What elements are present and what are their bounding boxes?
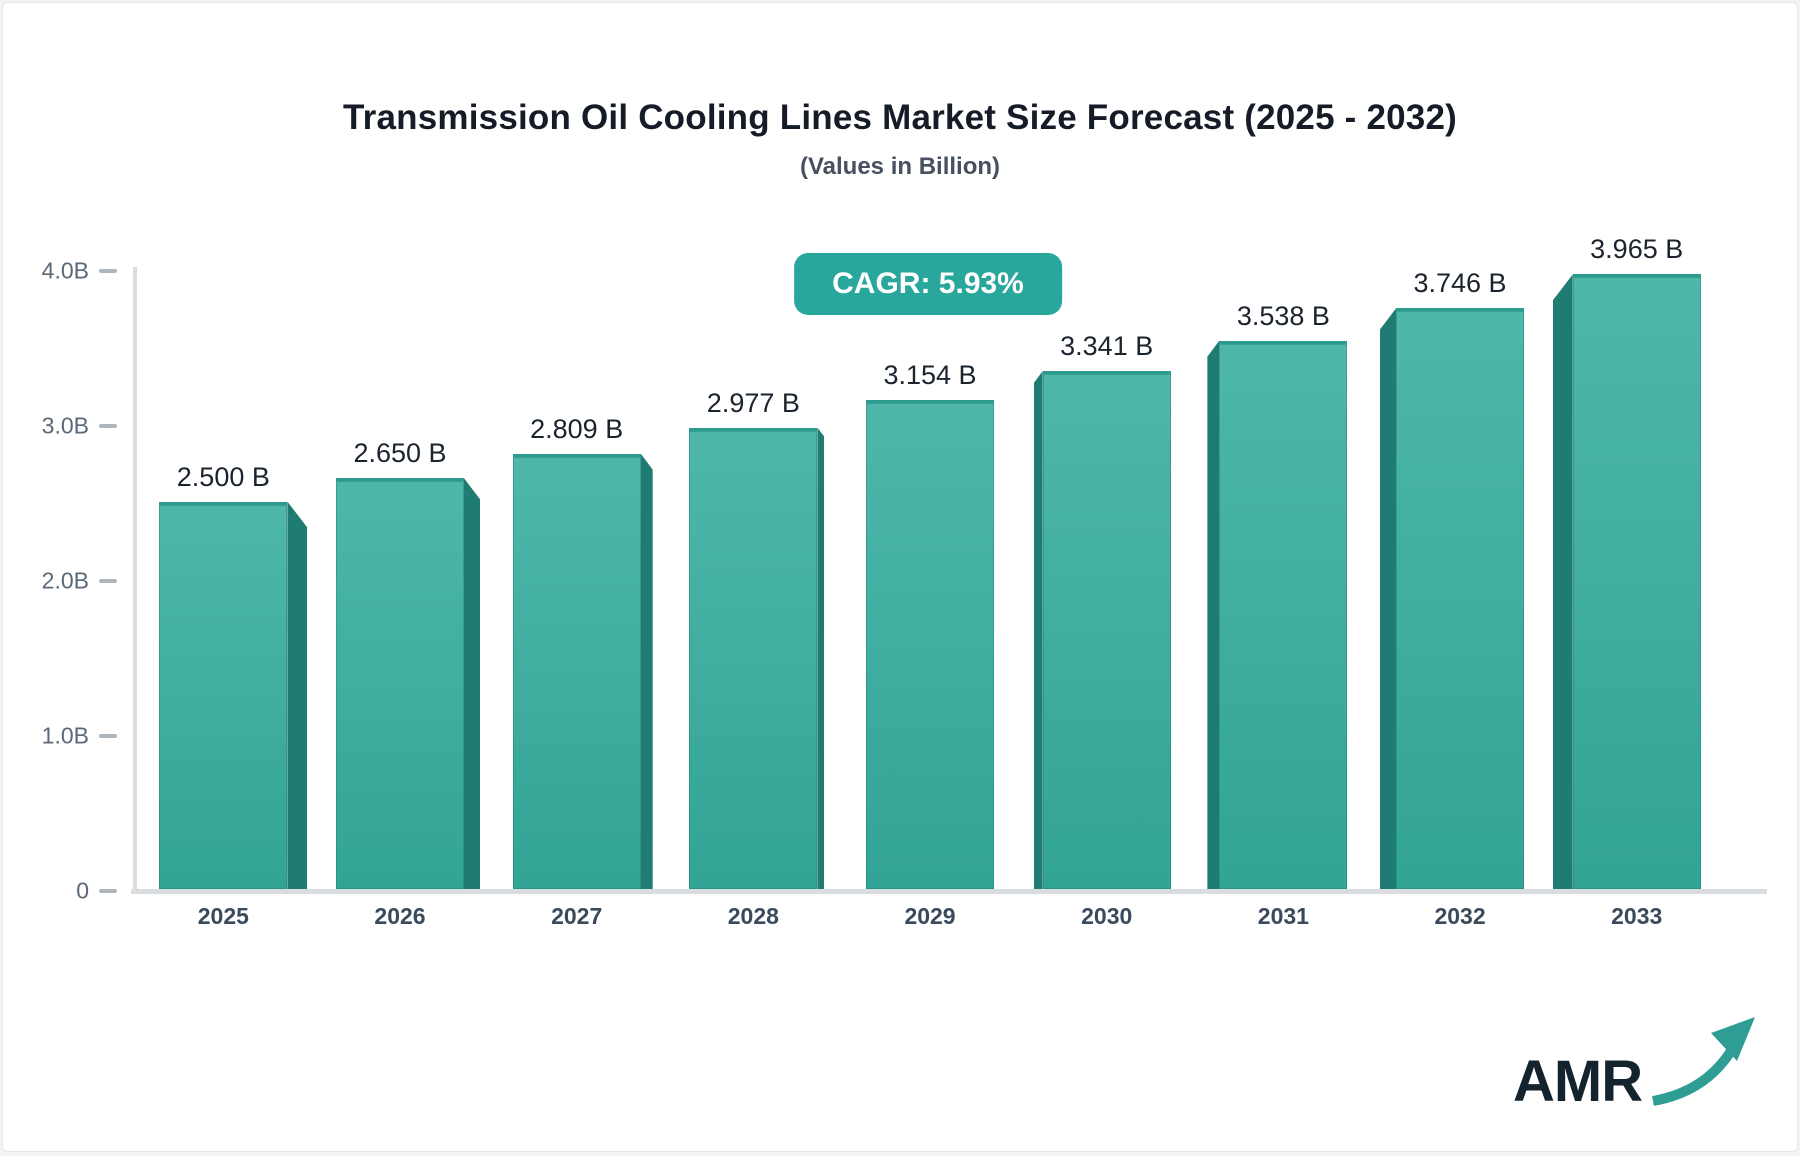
bar-face <box>689 427 818 889</box>
bar-3d-side <box>1380 308 1397 889</box>
bar-column-2028: 2.977 B 2028 <box>665 259 842 929</box>
bar-face <box>1396 308 1525 889</box>
y-tick-label: 1.0B <box>41 722 89 749</box>
x-axis-label: 2026 <box>374 903 426 929</box>
x-axis-label: 2028 <box>727 903 779 929</box>
x-axis-baseline <box>131 889 1767 894</box>
y-tick-label: 0 <box>76 877 89 904</box>
x-axis-label: 2033 <box>1611 903 1663 929</box>
bar-column-2033: 3.965 B 2033 <box>1548 234 1725 929</box>
bar-column-2026: 2.650 B 2026 <box>312 259 489 929</box>
bar-face <box>1042 371 1171 889</box>
bar-2027: 2.809 B <box>512 414 653 889</box>
bar-value-label: 2.809 B <box>530 413 624 444</box>
bar-column-2025: 2.500 B 2025 <box>135 259 312 929</box>
y-tick-mark <box>99 889 117 893</box>
bar-3d-side <box>287 501 308 889</box>
bar-2030: 3.341 B <box>1033 331 1171 889</box>
bar-2025: 2.500 B <box>159 462 308 889</box>
bar-3d-side <box>1207 340 1220 889</box>
y-axis-line <box>133 267 137 891</box>
bar-3d-side <box>1552 274 1573 889</box>
bar-2032: 3.746 B <box>1380 268 1525 889</box>
bar-column-2030: 3.341 B 2030 <box>1018 259 1195 929</box>
bar-value-label: 3.965 B <box>1590 234 1684 265</box>
bar-face <box>336 478 464 889</box>
bar-face <box>512 453 641 889</box>
amr-logo-text: AMR <box>1513 1049 1643 1114</box>
cagr-badge: CAGR: 5.93% <box>794 253 1062 315</box>
chart-title: Transmission Oil Cooling Lines Market Si… <box>343 98 1457 137</box>
bar-face <box>866 400 995 889</box>
x-axis-label: 2029 <box>904 903 956 929</box>
bar-3d-side <box>817 427 825 889</box>
y-tick-label: 2.0B <box>41 567 89 594</box>
y-tick-mark <box>99 424 117 428</box>
bar-value-label: 3.341 B <box>1060 331 1154 362</box>
bar-value-label: 3.154 B <box>883 360 977 391</box>
bar-face <box>1572 274 1701 889</box>
bar-value-label: 3.538 B <box>1236 300 1330 331</box>
bar-3d-side <box>464 478 480 889</box>
chart-subtitle: (Values in Billion) <box>799 153 1001 180</box>
bar-2028: 2.977 B <box>689 388 825 889</box>
y-tick-mark <box>99 734 117 738</box>
bar-column-2027: 2.809 B 2027 <box>488 259 665 929</box>
y-tick-mark <box>99 269 117 273</box>
bar-value-label: 2.500 B <box>176 461 270 492</box>
bar-2033: 3.965 B <box>1552 234 1701 889</box>
bar-face <box>1219 340 1348 889</box>
y-tick-label: 4.0B <box>41 257 89 284</box>
bar-3d-side <box>1033 371 1043 889</box>
y-tick-label: 3.0B <box>41 412 89 439</box>
x-axis-label: 2030 <box>1081 903 1133 929</box>
bar-2031: 3.538 B <box>1207 301 1348 889</box>
bar-value-label: 2.977 B <box>706 387 800 418</box>
bar-3d-side <box>640 453 653 889</box>
x-axis-label: 2032 <box>1434 903 1486 929</box>
bar-value-label: 3.746 B <box>1413 268 1507 299</box>
x-axis-label: 2027 <box>551 903 603 929</box>
y-tick-mark <box>99 579 117 583</box>
bar-2029: 3.154 B <box>866 360 995 889</box>
bar-column-2032: 3.746 B 2032 <box>1372 259 1549 929</box>
bar-column-2029: 3.154 B 2029 <box>842 259 1019 929</box>
bar-2026: 2.650 B <box>336 438 480 889</box>
amr-logo: AMR <box>1513 1017 1763 1117</box>
bar-chart-area: 2.500 B 2025 2.650 B 2026 2.809 B 2027 2.977 B… <box>135 234 1725 929</box>
growth-arrow-icon <box>1652 1017 1755 1106</box>
bar-column-2031: 3.538 B 2031 <box>1195 259 1372 929</box>
bar-value-label: 2.650 B <box>353 438 447 469</box>
bar-face <box>159 501 288 889</box>
x-axis-label: 2031 <box>1257 903 1309 929</box>
x-axis-label: 2025 <box>197 903 249 929</box>
